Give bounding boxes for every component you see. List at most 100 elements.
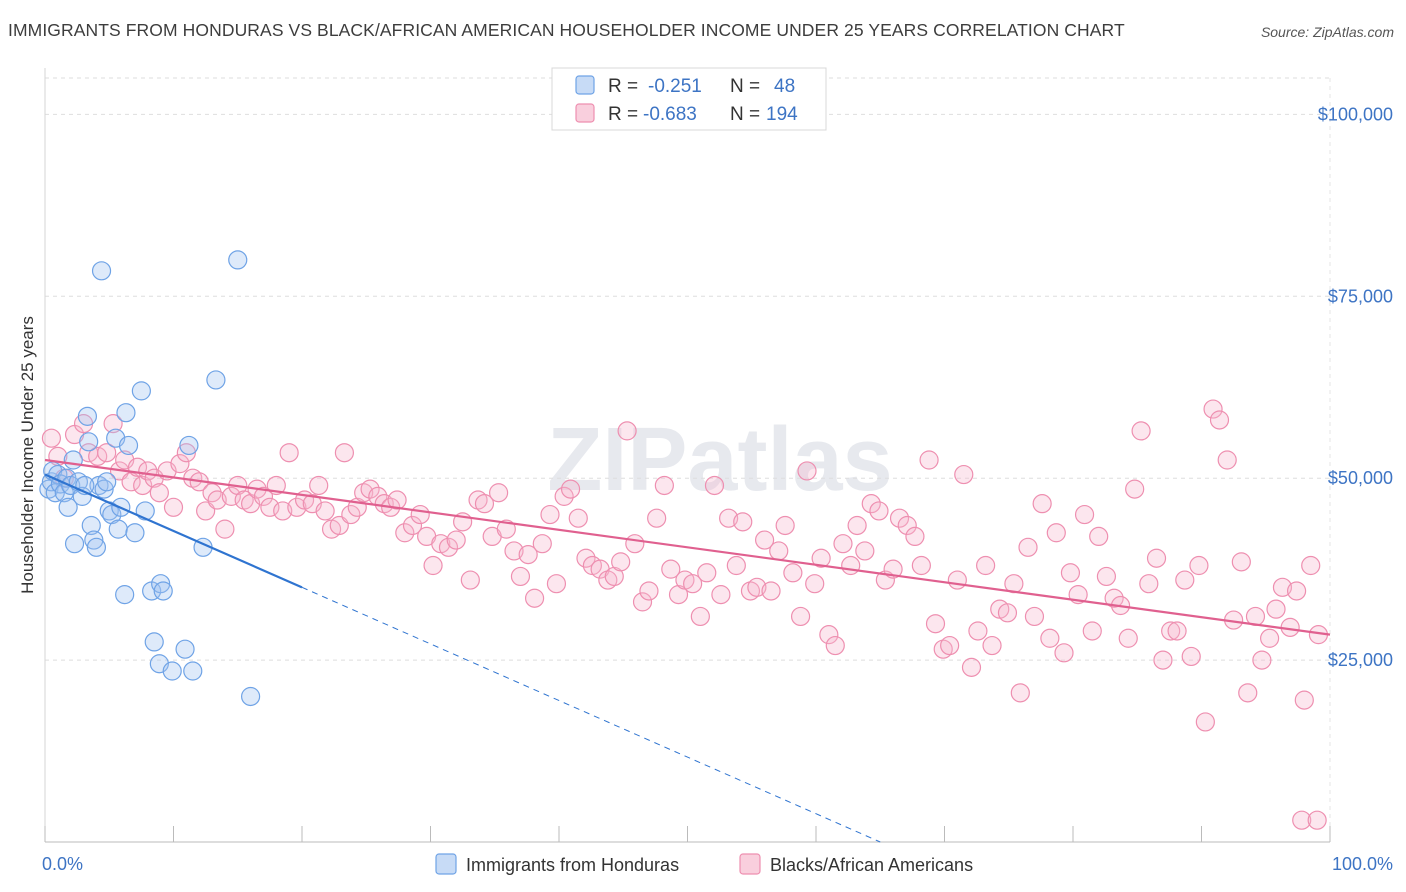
y-tick-labels: $25,000 $50,000 $75,000 $100,000	[1318, 104, 1393, 670]
blue-point-16	[81, 515, 101, 536]
legend-r-value-2: -0.683	[643, 104, 697, 125]
pink-point-72	[532, 534, 552, 554]
pink-point-146	[1060, 563, 1081, 583]
pink-point-137	[997, 603, 1018, 623]
pink-point-26	[215, 519, 235, 539]
pink-point-159	[1153, 650, 1173, 670]
pink-point-180	[1301, 555, 1321, 576]
blue-point-37	[153, 581, 173, 601]
pink-point-106	[775, 515, 795, 536]
pink-point-144	[1046, 523, 1066, 543]
pink-point-162	[1175, 570, 1195, 590]
legend-r-label-2: R =	[608, 104, 638, 125]
pink-point-75	[554, 486, 574, 506]
pink-point-179	[1294, 690, 1314, 710]
blue-point-34	[144, 632, 164, 652]
pink-point-48	[360, 479, 380, 499]
pink-point-129	[940, 635, 960, 656]
pink-point-33	[260, 497, 280, 517]
pink-point-60	[446, 530, 466, 550]
pink-point-116	[847, 515, 867, 536]
pink-point-140	[1018, 537, 1038, 557]
pink-point-151	[1096, 566, 1117, 587]
pink-point-101	[740, 581, 761, 601]
pink-point-105	[769, 541, 789, 561]
blue-point-14	[77, 406, 98, 426]
blue-point-38	[162, 661, 182, 681]
blue-point-28	[116, 403, 136, 423]
series-immigrants-from-honduras	[39, 250, 261, 707]
pink-point-90	[661, 559, 681, 579]
pink-point-124	[905, 526, 925, 547]
blue-point-22	[97, 472, 117, 492]
pink-point-125	[911, 555, 931, 576]
blue-point-43	[206, 370, 226, 390]
pink-point-111	[811, 548, 831, 568]
pink-point-7	[97, 443, 117, 463]
pink-point-89	[654, 475, 674, 496]
pink-point-178	[1286, 581, 1307, 601]
legend-swatch-blue	[575, 75, 595, 95]
pink-point-117	[855, 541, 875, 561]
blue-point-21	[94, 479, 114, 499]
pink-point-52	[387, 490, 407, 510]
pink-point-132	[961, 657, 982, 677]
pink-point-16	[149, 483, 169, 503]
series-legend-label-blue: Immigrants from Honduras	[466, 855, 679, 875]
pink-point-164	[1189, 555, 1209, 576]
pink-point-131	[954, 464, 974, 485]
blue-point-17	[84, 530, 104, 550]
pink-point-32	[253, 486, 274, 506]
blue-point-29	[118, 435, 139, 456]
pink-point-73	[540, 504, 560, 525]
pink-point-182	[1292, 810, 1312, 830]
pink-point-103	[754, 530, 775, 550]
pink-point-87	[639, 581, 659, 601]
y-tick-label-0: $25,000	[1328, 650, 1393, 670]
pink-point-0	[41, 428, 62, 448]
pink-point-95	[697, 563, 717, 583]
trend-lines	[44, 458, 1331, 843]
pink-point-133	[968, 621, 988, 641]
pink-point-44	[334, 443, 355, 463]
pink-point-142	[1032, 494, 1052, 514]
axes	[44, 68, 1331, 843]
pink-point-50	[374, 494, 394, 514]
pink-point-126	[919, 450, 939, 470]
blue-point-11	[64, 534, 85, 554]
legend-n-value-2: 194	[766, 104, 798, 125]
x-tick-label-1: 100.0%	[1332, 854, 1393, 874]
pink-point-122	[889, 508, 910, 528]
pink-point-156	[1131, 421, 1151, 441]
pink-point-74	[546, 574, 567, 594]
pink-point-66	[489, 483, 509, 503]
pink-point-145	[1054, 643, 1074, 663]
pink-point-166	[1203, 399, 1223, 419]
pink-point-119	[869, 501, 889, 521]
pink-point-104	[761, 581, 781, 601]
pink-point-77	[568, 508, 588, 528]
pink-point-71	[524, 588, 545, 608]
stats-legend-box	[551, 67, 827, 131]
pink-point-57	[423, 555, 443, 576]
pink-point-135	[982, 635, 1002, 656]
pink-point-86	[632, 592, 653, 612]
pink-point-176	[1272, 577, 1293, 597]
pink-point-20	[176, 443, 196, 463]
pink-point-64	[474, 494, 495, 514]
pink-point-47	[354, 483, 374, 503]
pink-point-163	[1181, 646, 1201, 667]
pink-point-108	[790, 606, 811, 627]
pink-point-100	[733, 512, 753, 532]
pink-point-36	[279, 443, 299, 463]
pink-point-107	[783, 563, 803, 583]
pink-point-139	[1010, 683, 1030, 703]
pink-point-141	[1024, 606, 1045, 627]
blue-point-18	[86, 537, 107, 557]
pink-point-35	[273, 501, 293, 521]
pink-point-130	[947, 570, 967, 590]
pink-point-18	[163, 497, 184, 517]
pink-point-175	[1266, 599, 1286, 619]
blue-point-10	[63, 450, 83, 470]
